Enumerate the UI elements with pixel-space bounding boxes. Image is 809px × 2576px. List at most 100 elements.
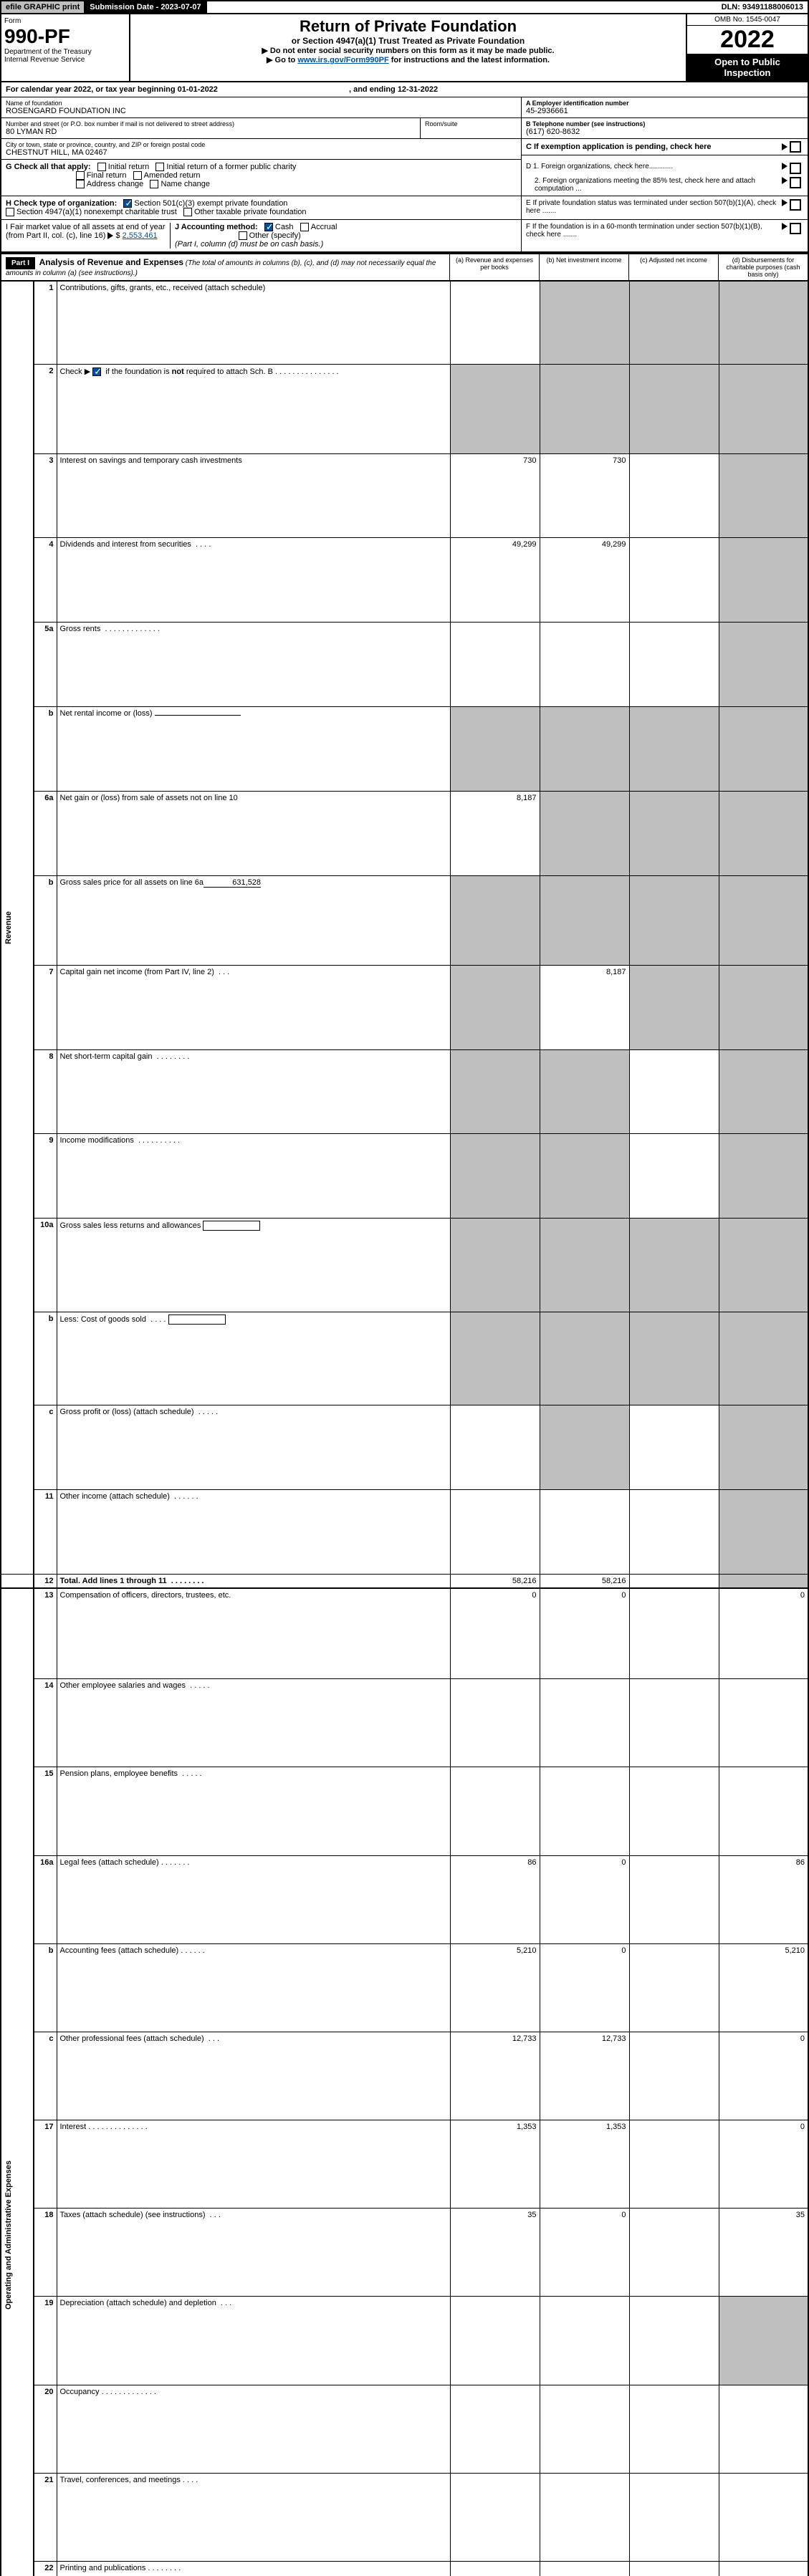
section-h-e: H Check type of organization: Section 50… xyxy=(0,196,809,220)
irs-link[interactable]: www.irs.gov/Form990PF xyxy=(297,56,388,64)
line12-a: 58,216 xyxy=(450,1575,540,1589)
g-amended-cb[interactable] xyxy=(133,171,142,180)
d1-label: D 1. Foreign organizations, check here..… xyxy=(526,163,782,174)
g-label: G Check all that apply: xyxy=(6,163,91,171)
line5a-desc: Gross rents . . . . . . . . . . . . . xyxy=(57,623,450,707)
line22-desc: Printing and publications . . . . . . . … xyxy=(57,2562,450,2576)
section-i-j-f: I Fair market value of all assets at end… xyxy=(0,220,809,253)
line7-b: 8,187 xyxy=(540,965,629,1049)
j-label: J Accounting method: xyxy=(175,223,258,231)
g-final-return-cb[interactable] xyxy=(76,171,85,180)
e-checkbox[interactable] xyxy=(790,199,801,211)
arrow-icon xyxy=(782,199,788,206)
g-initial-return-cb[interactable] xyxy=(97,163,106,171)
form-number: 990-PF xyxy=(4,25,126,48)
line6a-a: 8,187 xyxy=(450,792,540,876)
tax-year: 2022 xyxy=(687,26,808,54)
col-c-header: (c) Adjusted net income xyxy=(628,254,718,280)
c-checkbox[interactable] xyxy=(790,141,801,153)
ein-value: 45-2936661 xyxy=(526,107,803,115)
schb-checkbox[interactable] xyxy=(92,367,101,376)
g-name-change-cb[interactable] xyxy=(150,180,158,188)
f-label: F If the foundation is in a 60-month ter… xyxy=(526,223,782,249)
line16b-desc: Accounting fees (attach schedule) . . . … xyxy=(57,1943,450,2032)
dept-irs: Internal Revenue Service xyxy=(4,56,126,64)
j-cash-cb[interactable] xyxy=(264,223,273,231)
d2-checkbox[interactable] xyxy=(790,177,801,188)
line1-desc: Contributions, gifts, grants, etc., rece… xyxy=(57,282,450,364)
line6a-desc: Net gain or (loss) from sale of assets n… xyxy=(57,792,450,876)
d2-label: 2. Foreign organizations meeting the 85%… xyxy=(526,177,782,193)
line9-desc: Income modifications . . . . . . . . . . xyxy=(57,1134,450,1219)
line14-desc: Other employee salaries and wages . . . … xyxy=(57,1679,450,1767)
efile-print-button[interactable]: efile GRAPHIC print xyxy=(1,1,85,13)
form-subtitle: or Section 4947(a)(1) Trust Treated as P… xyxy=(133,36,683,46)
addr-label: Number and street (or P.O. box number if… xyxy=(6,120,416,128)
line16c-desc: Other professional fees (attach schedule… xyxy=(57,2032,450,2120)
foundation-address: 80 LYMAN RD xyxy=(6,128,416,136)
foundation-name: ROSENGARD FOUNDATION INC xyxy=(6,107,517,115)
j-note: (Part I, column (d) must be on cash basi… xyxy=(175,240,323,249)
tel-value: (617) 620-8632 xyxy=(526,128,803,136)
arrow-icon xyxy=(782,223,788,230)
name-label: Name of foundation xyxy=(6,100,517,107)
line3-b: 730 xyxy=(540,453,629,538)
line10b-desc: Less: Cost of goods sold . . . . xyxy=(57,1312,450,1405)
line11-desc: Other income (attach schedule) . . . . .… xyxy=(57,1490,450,1575)
line5b-desc: Net rental income or (loss) xyxy=(57,707,450,792)
line12-desc: Total. Add lines 1 through 11 . . . . . … xyxy=(57,1575,450,1589)
j-accrual-cb[interactable] xyxy=(300,223,309,231)
arrow-icon xyxy=(782,177,788,184)
part1-table: Revenue 1 Contributions, gifts, grants, … xyxy=(0,282,809,2576)
line4-b: 49,299 xyxy=(540,538,629,623)
line2-desc: Check ▶ if the foundation is not require… xyxy=(57,364,450,453)
line3-a: 730 xyxy=(450,453,540,538)
foundation-city: CHESTNUT HILL, MA 02467 xyxy=(6,148,517,157)
form-label: Form xyxy=(4,17,126,25)
d1-checkbox[interactable] xyxy=(790,163,801,174)
line20-desc: Occupancy . . . . . . . . . . . . . xyxy=(57,2385,450,2473)
h-4947-cb[interactable] xyxy=(6,208,14,216)
line19-desc: Depreciation (attach schedule) and deple… xyxy=(57,2297,450,2385)
revenue-side-label: Revenue xyxy=(4,284,13,1572)
g-initial-former-cb[interactable] xyxy=(155,163,164,171)
line4-desc: Dividends and interest from securities .… xyxy=(57,538,450,623)
line7-desc: Capital gain net income (from Part IV, l… xyxy=(57,965,450,1049)
top-bar: efile GRAPHIC print Submission Date - 20… xyxy=(0,0,809,14)
line4-a: 49,299 xyxy=(450,538,540,623)
line10c-desc: Gross profit or (loss) (attach schedule)… xyxy=(57,1405,450,1490)
ssn-note: ▶ Do not enter social security numbers o… xyxy=(133,46,683,55)
line21-desc: Travel, conferences, and meetings . . . … xyxy=(57,2473,450,2561)
line8-desc: Net short-term capital gain . . . . . . … xyxy=(57,1049,450,1134)
line6b-desc: Gross sales price for all assets on line… xyxy=(57,876,450,965)
fmv-value[interactable]: 2,553,461 xyxy=(123,231,158,240)
dln-label: DLN: 93491188006013 xyxy=(717,1,808,13)
expenses-side-label: Operating and Administrative Expenses xyxy=(4,1591,13,2576)
part1-header: Part I Analysis of Revenue and Expenses … xyxy=(0,253,809,282)
f-checkbox[interactable] xyxy=(790,223,801,234)
city-label: City or town, state or province, country… xyxy=(6,141,517,148)
h-other-taxable-cb[interactable] xyxy=(183,208,192,216)
col-b-header: (b) Net investment income xyxy=(539,254,628,280)
room-label: Room/suite xyxy=(425,120,517,128)
calendar-year-row: For calendar year 2022, or tax year begi… xyxy=(0,82,809,97)
col-a-header: (a) Revenue and expenses per books xyxy=(449,254,539,280)
dept-treasury: Department of the Treasury xyxy=(4,48,126,56)
line15-desc: Pension plans, employee benefits . . . .… xyxy=(57,1767,450,1855)
ein-label: A Employer identification number xyxy=(526,100,803,107)
col-d-header: (d) Disbursements for charitable purpose… xyxy=(718,254,808,280)
foundation-info: Name of foundation ROSENGARD FOUNDATION … xyxy=(0,97,809,160)
form-header: Form 990-PF Department of the Treasury I… xyxy=(0,14,809,82)
tel-label: B Telephone number (see instructions) xyxy=(526,120,803,128)
submission-date-label: Submission Date - 2023-07-07 xyxy=(85,1,206,13)
g-address-change-cb[interactable] xyxy=(76,180,85,188)
j-other-cb[interactable] xyxy=(239,231,247,240)
e-label: E If private foundation status was termi… xyxy=(526,199,782,216)
part1-badge: Part I xyxy=(6,257,35,269)
omb-number: OMB No. 1545-0047 xyxy=(687,14,808,26)
line18-desc: Taxes (attach schedule) (see instruction… xyxy=(57,2209,450,2297)
goto-note: ▶ Go to www.irs.gov/Form990PF for instru… xyxy=(133,55,683,64)
c-label: C If exemption application is pending, c… xyxy=(526,143,782,151)
h-501c3-cb[interactable] xyxy=(123,199,132,208)
section-g-d: G Check all that apply: Initial return I… xyxy=(0,160,809,196)
